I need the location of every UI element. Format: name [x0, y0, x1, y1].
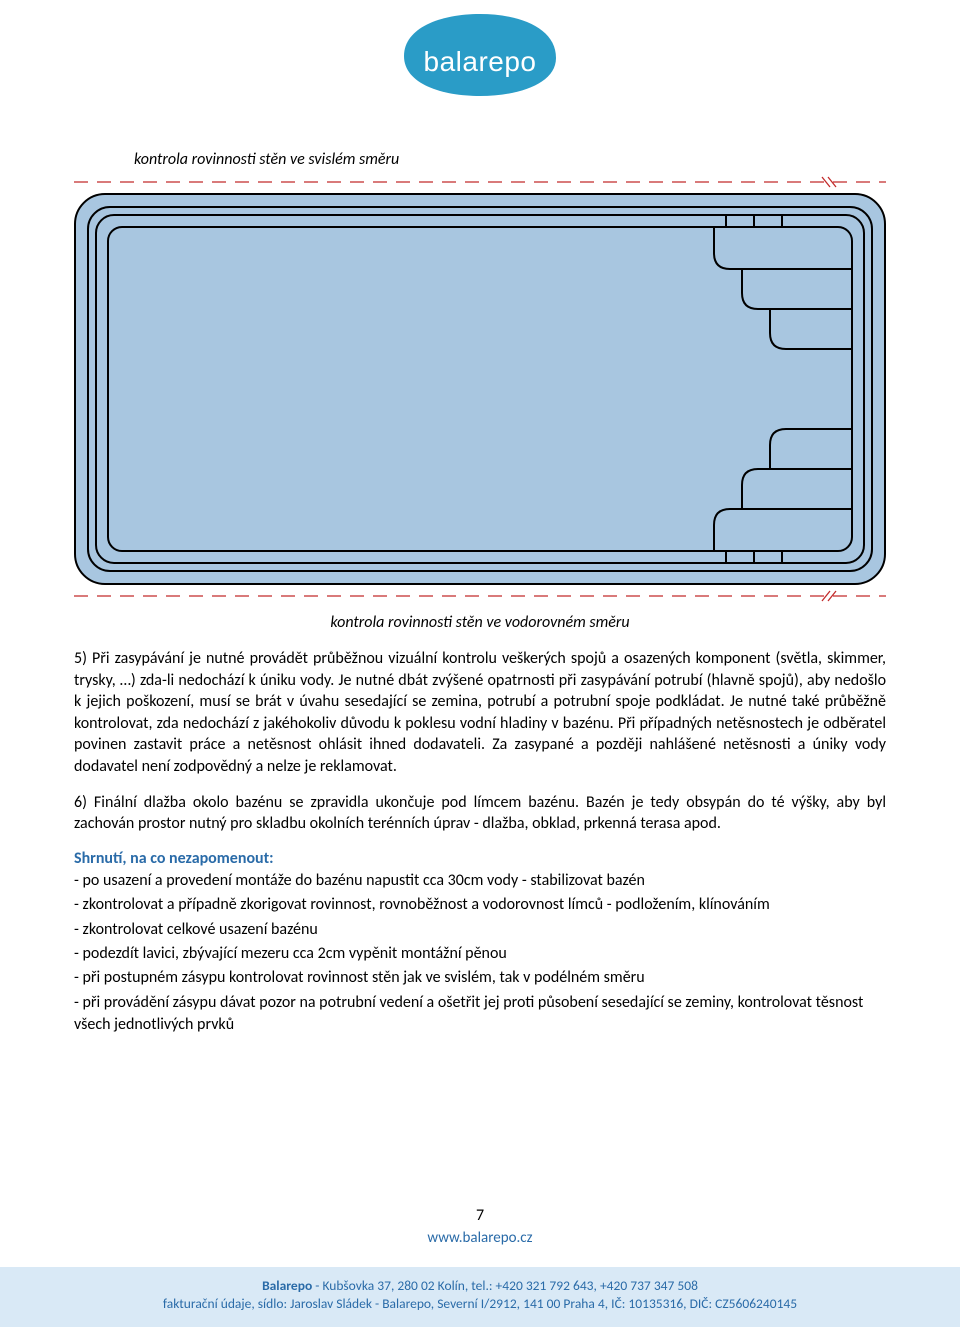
paragraph-5: 5) Při zasypávání je nutné provádět průb…	[74, 648, 886, 778]
list-item: - při postupném zásypu kontrolovat rovin…	[74, 967, 886, 989]
pool-diagram	[74, 193, 886, 585]
list-item: - po usazení a provedení montáže do bazé…	[74, 870, 886, 892]
document-page: balarepo kontrola rovinnosti stěn ve svi…	[0, 0, 960, 1327]
summary-list: - po usazení a provedení montáže do bazé…	[74, 870, 886, 1037]
diagram-caption-bottom: kontrola rovinnosti stěn ve vodorovném s…	[74, 613, 886, 632]
paragraph-6: 6) Finální dlažba okolo bazénu se zpravi…	[74, 792, 886, 835]
footer-line-2: fakturační údaje, sídlo: Jaroslav Sládek…	[20, 1295, 940, 1313]
footer-contact-band: Balarepo - Kubšovka 37, 280 02 Kolín, te…	[0, 1267, 960, 1327]
page-footer: 7 www.balarepo.cz Balarepo - Kubšovka 37…	[0, 1206, 960, 1327]
footer-brand: Balarepo	[262, 1277, 312, 1294]
page-number: 7	[0, 1206, 960, 1225]
brand-logo: balarepo	[400, 10, 560, 100]
list-item: - při provádění zásypu dávat pozor na po…	[74, 992, 886, 1037]
list-item: - zkontrolovat a případně zkorigovat rov…	[74, 894, 886, 916]
reference-line-top	[74, 175, 886, 189]
diagram-caption-top: kontrola rovinnosti stěn ve svislém směr…	[74, 150, 886, 169]
content-area: kontrola rovinnosti stěn ve svislém směr…	[0, 100, 960, 1036]
footer-line-1: Balarepo - Kubšovka 37, 280 02 Kolín, te…	[20, 1277, 940, 1295]
list-item: - podezdít lavici, zbývající mezeru cca …	[74, 943, 886, 965]
logo-text: balarepo	[400, 46, 560, 78]
list-item: - zkontrolovat celkové usazení bazénu	[74, 919, 886, 941]
logo-container: balarepo	[0, 0, 960, 100]
footer-line1-rest: - Kubšovka 37, 280 02 Kolín, tel.: +420 …	[312, 1277, 698, 1294]
website-link[interactable]: www.balarepo.cz	[0, 1229, 960, 1247]
reference-line-bottom	[74, 589, 886, 603]
summary-heading: Shrnutí, na co nezapomenout:	[74, 849, 886, 868]
